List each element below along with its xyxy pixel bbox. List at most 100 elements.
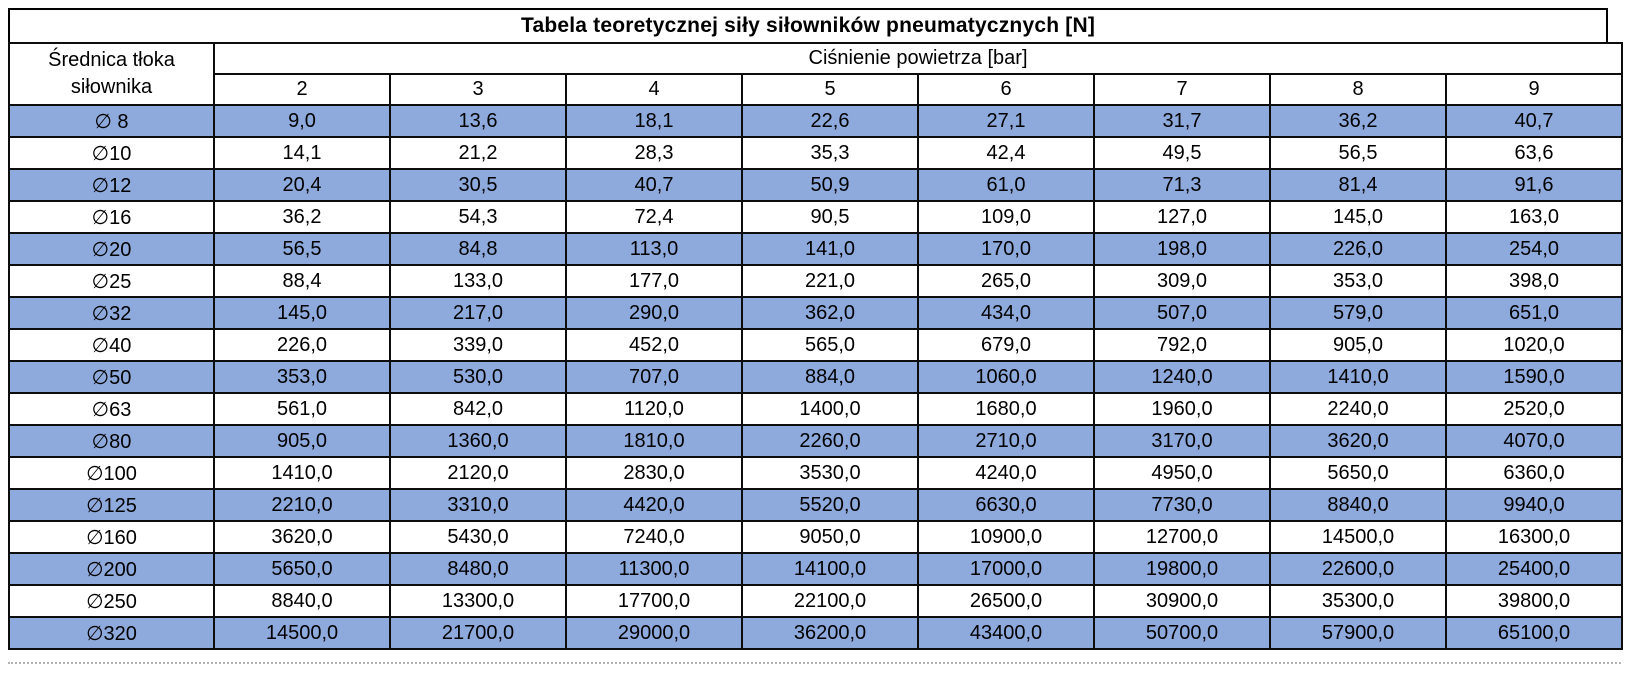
force-value-cell: 4240,0 [917, 456, 1095, 490]
force-value-cell: 905,0 [213, 424, 391, 458]
force-value-cell: 84,8 [389, 232, 567, 266]
row-header-diameter: ∅250 [8, 584, 215, 618]
row-header-diameter: ∅80 [8, 424, 215, 458]
force-value-cell: 5650,0 [1269, 456, 1447, 490]
row-header-diameter: ∅63 [8, 392, 215, 426]
force-value-cell: 91,6 [1445, 168, 1623, 202]
force-value-cell: 9940,0 [1445, 488, 1623, 522]
force-value-cell: 1810,0 [565, 424, 743, 458]
force-value-cell: 163,0 [1445, 200, 1623, 234]
force-value-cell: 19800,0 [1093, 552, 1271, 586]
force-value-cell: 561,0 [213, 392, 391, 426]
force-value-cell: 17000,0 [917, 552, 1095, 586]
force-value-cell: 170,0 [917, 232, 1095, 266]
row-header-diameter: ∅320 [8, 616, 215, 650]
force-value-cell: 1680,0 [917, 392, 1095, 426]
force-value-cell: 1060,0 [917, 360, 1095, 394]
force-value-cell: 133,0 [389, 264, 567, 298]
force-value-cell: 7240,0 [565, 520, 743, 554]
force-value-cell: 5430,0 [389, 520, 567, 554]
force-value-cell: 22100,0 [741, 584, 919, 618]
table-row: ∅ 8 9,0 13,6 18,1 22,6 27,1 31,7 36,2 40,7 [8, 104, 1623, 138]
force-value-cell: 72,4 [565, 200, 743, 234]
force-value-cell: 35300,0 [1269, 584, 1447, 618]
table-row: ∅250 8840,0 13300,0 17700,0 22100,0 26500,0 30… [8, 584, 1623, 618]
force-value-cell: 14500,0 [213, 616, 391, 650]
table-body: ∅ 8 9,0 13,6 18,1 22,6 27,1 31,7 36,2 40,7 ∅10 14,… [8, 104, 1623, 650]
force-value-cell: 40,7 [1445, 104, 1623, 138]
pressure-column-header: 2 [213, 73, 391, 106]
table-row: ∅100 1410,0 2120,0 2830,0 3530,0 4240,0 4950,0… [8, 456, 1623, 490]
force-value-cell: 265,0 [917, 264, 1095, 298]
force-value-cell: 81,4 [1269, 168, 1447, 202]
row-header-diameter: ∅125 [8, 488, 215, 522]
pressure-group-header: Ciśnienie powietrza [bar] [213, 42, 1623, 75]
force-value-cell: 65100,0 [1445, 616, 1623, 650]
table-row: ∅40 226,0 339,0 452,0 565,0 679,0 792,0 905,0 10… [8, 328, 1623, 362]
force-value-cell: 16300,0 [1445, 520, 1623, 554]
force-value-cell: 35,3 [741, 136, 919, 170]
diameter-column-header: Średnica tłoka siłownika [8, 42, 215, 106]
pressure-column-header: 5 [741, 73, 919, 106]
force-value-cell: 56,5 [1269, 136, 1447, 170]
force-value-cell: 14100,0 [741, 552, 919, 586]
force-value-cell: 651,0 [1445, 296, 1623, 330]
force-value-cell: 905,0 [1269, 328, 1447, 362]
table-row: ∅160 3620,0 5430,0 7240,0 9050,0 10900,0 12700… [8, 520, 1623, 554]
force-value-cell: 884,0 [741, 360, 919, 394]
force-value-cell: 36200,0 [741, 616, 919, 650]
force-value-cell: 1590,0 [1445, 360, 1623, 394]
force-value-cell: 5520,0 [741, 488, 919, 522]
force-value-cell: 9,0 [213, 104, 391, 138]
force-value-cell: 22,6 [741, 104, 919, 138]
force-value-cell: 4420,0 [565, 488, 743, 522]
force-value-cell: 3310,0 [389, 488, 567, 522]
diameter-header-line2: siłownika [70, 76, 153, 98]
force-value-cell: 26500,0 [917, 584, 1095, 618]
force-value-cell: 6360,0 [1445, 456, 1623, 490]
table-row: ∅12 20,4 30,5 40,7 50,9 61,0 71,3 81,4 91,6 [8, 168, 1623, 202]
table-row: ∅16 36,2 54,3 72,4 90,5 109,0 127,0 145,0 163,0 [8, 200, 1623, 234]
force-value-cell: 18,1 [565, 104, 743, 138]
force-value-cell: 50,9 [741, 168, 919, 202]
force-value-cell: 2520,0 [1445, 392, 1623, 426]
force-value-cell: 2830,0 [565, 456, 743, 490]
force-value-cell: 57900,0 [1269, 616, 1447, 650]
force-value-cell: 8480,0 [389, 552, 567, 586]
pressure-column-header: 3 [389, 73, 567, 106]
force-value-cell: 3530,0 [741, 456, 919, 490]
force-value-cell: 56,5 [213, 232, 391, 266]
force-value-cell: 127,0 [1093, 200, 1271, 234]
force-value-cell: 1400,0 [741, 392, 919, 426]
force-value-cell: 20,4 [213, 168, 391, 202]
force-value-cell: 28,3 [565, 136, 743, 170]
row-header-diameter: ∅160 [8, 520, 215, 554]
force-value-cell: 398,0 [1445, 264, 1623, 298]
pressure-column-header: 9 [1445, 73, 1623, 106]
force-value-cell: 679,0 [917, 328, 1095, 362]
force-value-cell: 13,6 [389, 104, 567, 138]
force-value-cell: 54,3 [389, 200, 567, 234]
force-value-cell: 61,0 [917, 168, 1095, 202]
force-value-cell: 8840,0 [213, 584, 391, 618]
force-value-cell: 254,0 [1445, 232, 1623, 266]
force-value-cell: 565,0 [741, 328, 919, 362]
page-break-dashed-line [8, 662, 1621, 664]
pressure-column-header: 8 [1269, 73, 1447, 106]
force-value-cell: 1960,0 [1093, 392, 1271, 426]
force-value-cell: 1360,0 [389, 424, 567, 458]
force-value-cell: 39800,0 [1445, 584, 1623, 618]
force-value-cell: 12700,0 [1093, 520, 1271, 554]
force-value-cell: 7730,0 [1093, 488, 1271, 522]
row-header-diameter: ∅50 [8, 360, 215, 394]
force-value-cell: 2240,0 [1269, 392, 1447, 426]
force-value-cell: 40,7 [565, 168, 743, 202]
table-row: ∅80 905,0 1360,0 1810,0 2260,0 2710,0 3170,0 36… [8, 424, 1623, 458]
table-row: ∅63 561,0 842,0 1120,0 1400,0 1680,0 1960,0 224… [8, 392, 1623, 426]
table-row: ∅200 5650,0 8480,0 11300,0 14100,0 17000,0 198… [8, 552, 1623, 586]
force-value-cell: 27,1 [917, 104, 1095, 138]
row-header-diameter: ∅32 [8, 296, 215, 330]
force-value-cell: 43400,0 [917, 616, 1095, 650]
row-header-diameter: ∅ 8 [8, 104, 215, 138]
